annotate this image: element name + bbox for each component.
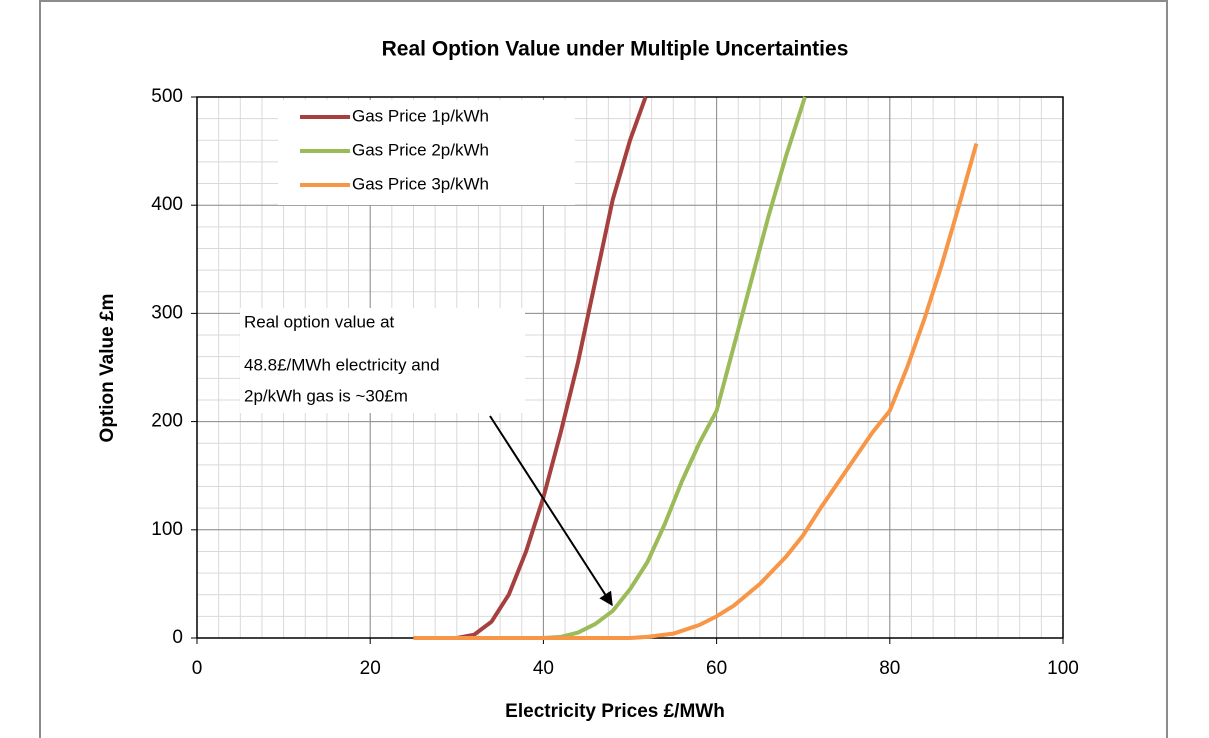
chart-title: Real Option Value under Multiple Uncerta… [382, 38, 849, 61]
x-axis-label: Electricity Prices £/MWh [505, 701, 725, 722]
legend-label: Gas Price 3p/kWh [352, 174, 489, 193]
x-tick-label: 0 [192, 658, 203, 679]
y-tick-label: 200 [151, 411, 183, 432]
x-tick-label: 60 [706, 658, 727, 679]
annotation-arrow [489, 415, 613, 607]
y-tick-label: 500 [151, 86, 183, 107]
y-tick-label: 100 [151, 519, 183, 540]
lines [413, 96, 979, 640]
y-tick-label: 400 [151, 194, 183, 215]
y-tick-label: 0 [172, 627, 183, 648]
annotation-box [240, 308, 525, 413]
annotation-line: Real option value at [244, 312, 395, 331]
legend-label: Gas Price 2p/kWh [352, 140, 489, 159]
annotation-line: 2p/kWh gas is ~30£m [244, 386, 408, 405]
x-tick-label: 100 [1047, 658, 1079, 679]
legend-label: Gas Price 1p/kWh [352, 106, 489, 125]
y-tick-label: 300 [151, 302, 183, 323]
x-tick-label: 80 [879, 658, 900, 679]
chart-frame [39, 0, 1168, 738]
x-tick-label: 20 [360, 658, 381, 679]
annotation-line: 48.8£/MWh electricity and [244, 355, 440, 374]
y-axis-label: Option Value £m [97, 294, 118, 443]
data-line [413, 142, 979, 640]
legend: Gas Price 1p/kWh Gas Price 2p/kWh Gas Pric… [278, 100, 575, 205]
x-tick-label: 40 [533, 658, 554, 679]
